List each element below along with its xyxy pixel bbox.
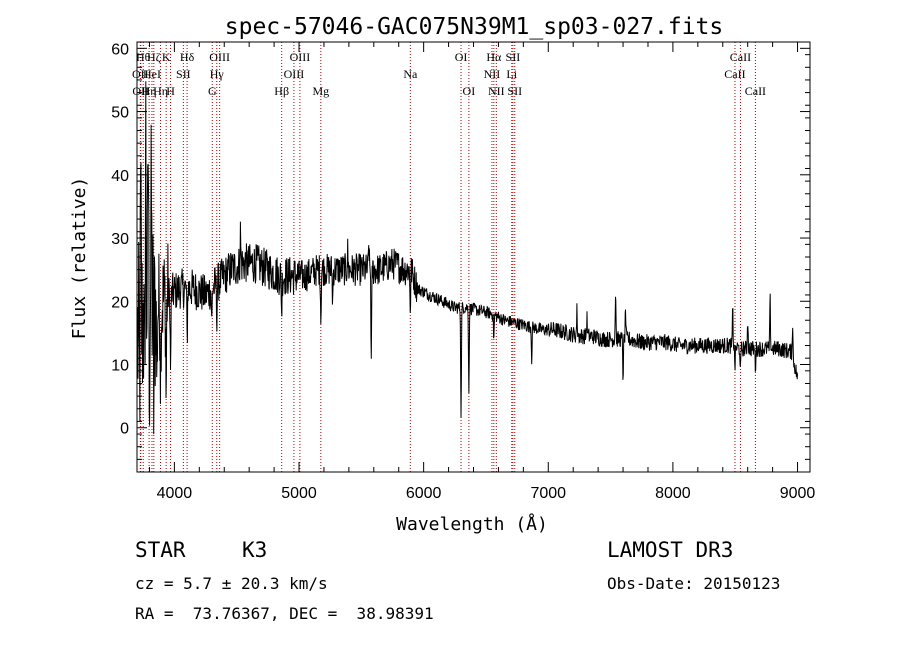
line-marker-label: HeI [143,67,161,81]
y-tick-label: 0 [120,421,129,438]
line-marker-label: OI [463,84,476,98]
survey-name: LAMOST DR3 [607,538,734,562]
y-tick-label: 10 [111,358,129,375]
x-tick-label: 4000 [157,485,193,502]
line-marker-label: SII [176,67,191,81]
line-marker-label: G [208,84,217,98]
line-marker-label: Hβ [274,84,289,98]
line-marker-label: Li [506,67,517,81]
x-tick-label: 8000 [655,485,691,502]
x-tick-label: 5000 [281,485,317,502]
line-marker-label: NII [484,67,501,81]
line-marker-label: Na [403,67,418,81]
spectrum-line [137,81,798,435]
y-tick-label: 30 [111,231,129,248]
object-class: STAR [135,538,186,562]
x-tick-label: 7000 [530,485,566,502]
x-axis-label: Wavelength (Å) [396,513,548,535]
line-marker-label: OIII [290,50,311,64]
line-marker-labels: OIIOIIHθHηHeIHζHηKHSIIHδGHγOIIIHβOIIIOII… [132,50,766,98]
line-marker-label: H [166,84,175,98]
y-tick-label: 20 [111,294,129,311]
line-marker-label: Hγ [210,67,225,81]
y-tick-label: 60 [111,41,129,58]
line-marker-label: SII [507,84,522,98]
line-marker-label: OII [132,67,149,81]
line-marker-label: Mg [312,84,329,98]
line-marker-label: K [162,50,171,64]
x-tick-label: 6000 [406,485,442,502]
line-marker-label: NII [488,84,505,98]
x-tick-label: 9000 [780,485,816,502]
coordinates-readout: RA = 73.76367, DEC = 38.98391 [135,604,434,623]
chart-title: spec-57046-GAC075N39M1_sp03-027.fits [225,14,724,40]
line-marker-label: OI [455,50,468,64]
line-marker-label: Hη [153,84,168,98]
y-axis-ticks: 0 10 20 30 40 50 60 [111,41,810,460]
observation-date: Obs-Date: 20150123 [607,574,781,593]
line-marker-label: CaII [724,67,745,81]
line-marker-label: OIII [209,50,230,64]
line-marker-label: Hδ [180,50,195,64]
y-axis-label: Flux (relative) [69,177,90,340]
y-tick-label: 40 [111,168,129,185]
line-marker-label: Hα [486,50,502,64]
x-axis-ticks: 4000 5000 6000 7000 8000 9000 [148,42,816,502]
line-marker-label: OIII [284,67,305,81]
line-marker-label: CaII [745,84,766,98]
line-marker-label: Hζ [147,50,161,64]
redshift-readout: cz = 5.7 ± 20.3 km/s [135,574,328,593]
y-tick-label: 50 [111,105,129,122]
object-subclass: K3 [242,538,268,562]
line-marker-label: Hθ [136,50,151,64]
line-marker-label: CaII [730,50,751,64]
plot-frame [136,41,811,473]
line-marker-label: SII [506,50,521,64]
